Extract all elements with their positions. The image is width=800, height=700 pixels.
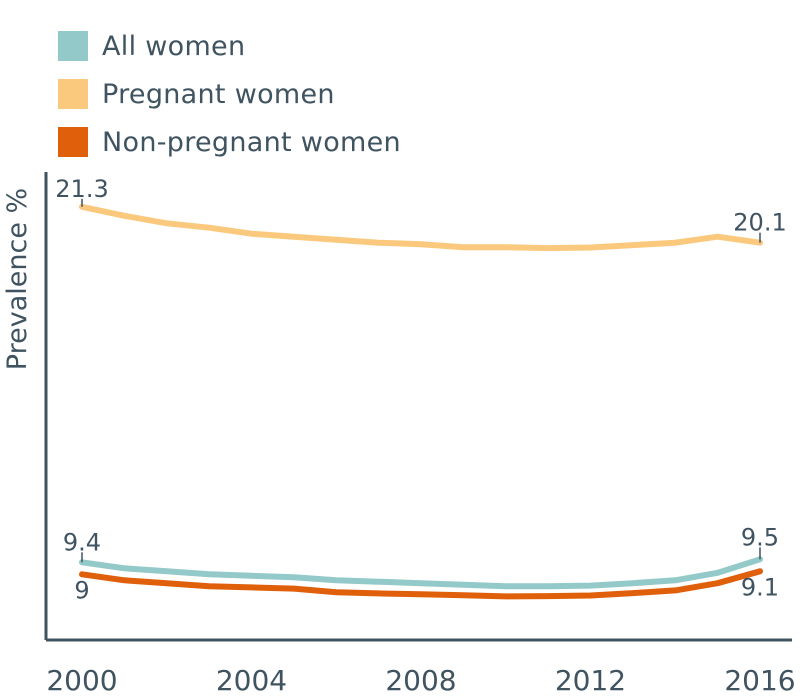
y-axis-label: Prevalence % [2, 188, 33, 370]
data-label-nonpregnant-end: 9.1 [741, 573, 779, 601]
legend-item-all-women: All women [58, 22, 401, 70]
x-tick-label-2008: 2008 [385, 664, 456, 697]
legend-swatch-all-women [58, 31, 88, 61]
data-label-all-start: 9.4 [63, 528, 101, 556]
data-label-pregnant-end: 20.1 [733, 209, 786, 237]
series-line-all-women [79, 556, 763, 590]
data-label-nonpregnant-start: 9 [74, 576, 89, 604]
series-line-non-pregnant-women [79, 568, 763, 600]
legend-label-non-pregnant-women: Non-pregnant women [102, 126, 401, 158]
legend: All women Pregnant women Non-pregnant wo… [58, 22, 401, 166]
series-line-pregnant-women [79, 203, 763, 252]
x-tick-label-2016: 2016 [724, 664, 795, 697]
x-tick-label-2000: 2000 [46, 664, 117, 697]
data-label-all-end: 9.5 [741, 523, 779, 551]
chart-axes [44, 172, 792, 642]
x-tick-label-2012: 2012 [555, 664, 626, 697]
legend-swatch-pregnant-women [58, 79, 88, 109]
data-label-pregnant-start: 21.3 [55, 175, 108, 203]
legend-swatch-non-pregnant-women [58, 127, 88, 157]
legend-item-non-pregnant-women: Non-pregnant women [58, 118, 401, 166]
legend-label-all-women: All women [102, 30, 246, 62]
series-lines [79, 203, 763, 600]
x-tick-label-2004: 2004 [216, 664, 287, 697]
legend-item-pregnant-women: Pregnant women [58, 70, 401, 118]
data-labels: 21.3 20.1 9.4 9.5 9 9.1 [55, 175, 786, 604]
legend-label-pregnant-women: Pregnant women [102, 78, 335, 110]
x-tick-labels: 2000 2004 2008 2012 2016 [46, 664, 795, 697]
